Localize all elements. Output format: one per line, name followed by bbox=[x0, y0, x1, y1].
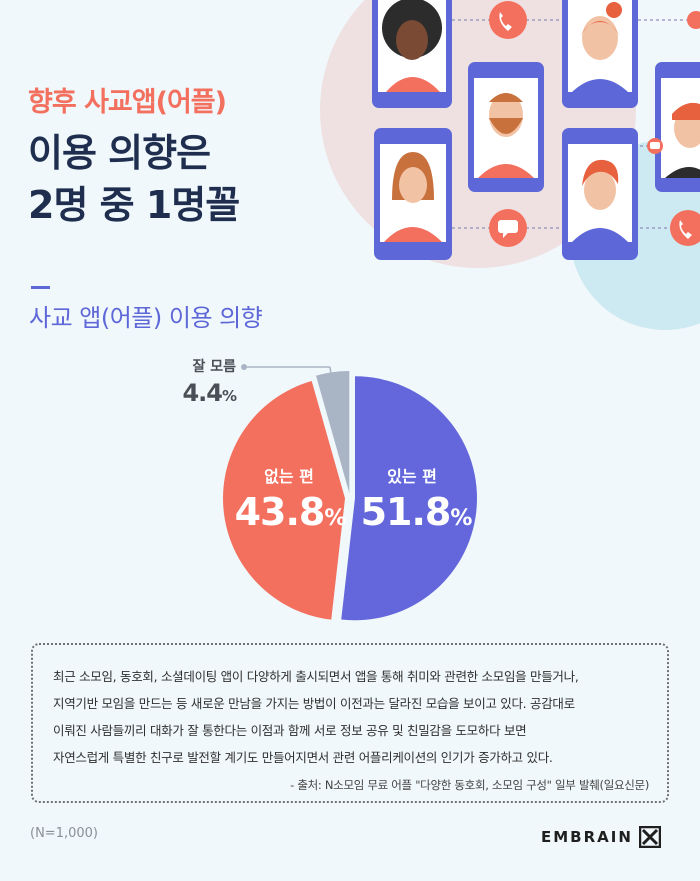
avatar-woman-red-hair bbox=[572, 2, 628, 92]
brand-mark-icon bbox=[638, 826, 661, 848]
embrain-logo: EMBRAIN bbox=[541, 826, 661, 848]
avatar-woman-short-hair bbox=[572, 159, 628, 242]
sample-size: (N=1,000) bbox=[30, 826, 98, 841]
headline-line-1: 향후 사교앱(어플) bbox=[28, 87, 227, 118]
section-title: 사교 앱(어플) 이용 의향 bbox=[29, 304, 263, 332]
description-line-4: 자연스럽게 특별한 친구로 발전할 계기도 만들어지면서 관련 어플리케이션의 … bbox=[53, 750, 553, 765]
pie-slice-unknown bbox=[316, 371, 350, 494]
pie-slice-yes bbox=[341, 376, 477, 621]
headline: 향후 사교앱(어플) 이용 의향은 2명 중 1명꼴 bbox=[28, 80, 240, 231]
headline-line-3: 2명 중 1명꼴 bbox=[28, 183, 240, 227]
slice-label-yes: 있는 편 bbox=[387, 467, 437, 486]
video-call-illustration bbox=[320, 0, 700, 330]
description-line-2: 지역기반 모임을 만드는 등 새로운 만남을 가지는 방법이 이전과는 달라진 … bbox=[53, 696, 575, 711]
brand-wordmark: EMBRAIN bbox=[541, 828, 633, 846]
avatar-woman-dark-hair bbox=[382, 0, 442, 92]
description-line-1: 최근 소모임, 동호회, 소셜데이팅 앱이 다양하게 출시되면서 앱을 통해 취… bbox=[53, 669, 579, 684]
avatar-man-cap bbox=[665, 103, 700, 178]
slice-value-unknown: 4.4% bbox=[182, 379, 237, 407]
slice-label-unknown: 잘 모름 bbox=[192, 359, 236, 375]
headline-line-2: 이용 의향은 bbox=[28, 131, 211, 175]
chat-bubble-icon bbox=[489, 209, 527, 247]
connector-lines bbox=[452, 19, 690, 229]
avatar-woman-long-hair bbox=[384, 152, 442, 242]
avatar-man-beard bbox=[478, 93, 534, 178]
slice-label-no: 없는 편 bbox=[264, 467, 314, 486]
phone-call-icon-right bbox=[670, 210, 700, 246]
description-line-3: 이뤄진 사람들끼리 대화가 잘 통한다는 이점과 함께 서로 정보 공유 및 친… bbox=[53, 723, 527, 738]
section-accent-bar bbox=[31, 286, 50, 289]
leader-line-unknown-tail bbox=[329, 366, 334, 389]
chat-bubble-icon-small bbox=[647, 11, 700, 154]
source-citation: - 출처: N소모임 무료 어플 "다양한 동호회, 소모임 구성" 일부 발췌… bbox=[290, 778, 649, 792]
pie-slice-no bbox=[223, 381, 346, 620]
leader-dot-unknown bbox=[241, 364, 247, 370]
pie-chart: 있는 편51.8%없는 편43.8%잘 모름4.4% bbox=[182, 359, 477, 621]
description-box: 최근 소모임, 동호회, 소셜데이팅 앱이 다양하게 출시되면서 앱을 통해 취… bbox=[31, 643, 669, 803]
phone-call-icon bbox=[489, 1, 527, 39]
